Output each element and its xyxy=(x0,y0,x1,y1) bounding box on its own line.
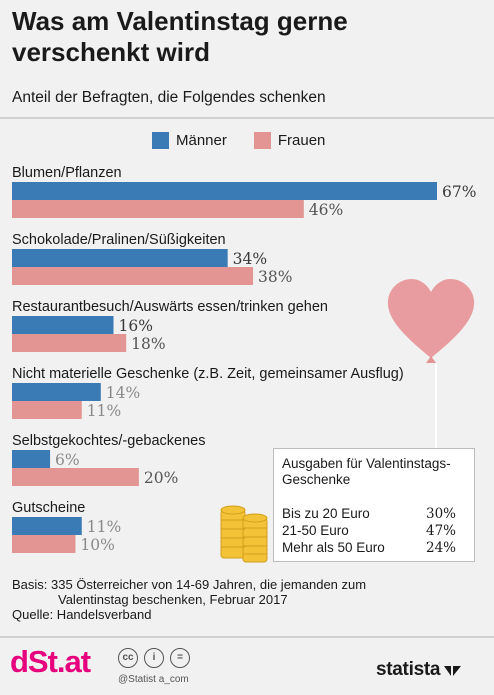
basis-note: Basis: 335 Österreicher von 14-69 Jahren… xyxy=(12,577,367,592)
bar-men xyxy=(12,316,114,334)
chart-subtitle: Anteil der Befragten, die Folgendes sche… xyxy=(12,89,326,106)
heart-balloon-icon xyxy=(387,278,475,448)
coins-icon xyxy=(220,505,268,563)
bar-women xyxy=(12,401,82,419)
inset-row-label: 21-50 Euro xyxy=(282,523,349,538)
value-label-women: 46% xyxy=(309,201,343,219)
statista-credit: @Statist a_com xyxy=(118,674,189,685)
spending-inset: Ausgaben für Valentinstags-Geschenke Bis… xyxy=(273,448,475,562)
bar-women xyxy=(12,267,254,285)
source-note: Quelle: Handelsverband xyxy=(12,607,152,622)
value-label-men: 14% xyxy=(106,384,140,402)
value-label-men: 34% xyxy=(233,250,267,268)
inset-row: Mehr als 50 Euro 24% xyxy=(282,540,467,556)
inset-row: 21-50 Euro 47% xyxy=(282,523,467,539)
legend-swatch-women xyxy=(253,132,271,149)
inset-row: Bis zu 20 Euro 30% xyxy=(282,506,467,522)
statista-mark-icon xyxy=(444,665,462,676)
value-label-men: 6% xyxy=(55,451,80,469)
bar-men xyxy=(12,383,101,401)
legend-swatch-men xyxy=(152,132,169,149)
inset-row-label: Mehr als 50 Euro xyxy=(282,540,385,555)
by-icon: i xyxy=(144,648,164,668)
inset-title: Ausgaben für Valentinstags-Geschenke xyxy=(282,456,451,487)
value-label-men: 16% xyxy=(118,317,152,335)
category-label: Selbstgekochtes/-gebackenes xyxy=(12,433,205,449)
value-label-women: 11% xyxy=(87,402,121,420)
bar-women xyxy=(12,535,76,553)
value-label-women: 20% xyxy=(144,469,178,487)
statista-logo: statista xyxy=(376,659,462,681)
dst-logo: dSt.at xyxy=(10,644,91,679)
nd-icon: = xyxy=(170,648,190,668)
divider xyxy=(0,117,494,119)
bar-women xyxy=(12,200,304,218)
value-label-men: 67% xyxy=(442,183,476,201)
category-label: Gutscheine xyxy=(12,500,85,516)
legend-label-men: Männer xyxy=(176,132,227,149)
basis-note-continued: Valentinstag beschenken, Februar 2017 xyxy=(58,592,288,607)
statista-wordmark: statista xyxy=(376,659,441,680)
bar-women xyxy=(12,334,127,352)
legend-label-women: Frauen xyxy=(277,132,326,149)
inset-row-value: 47% xyxy=(426,523,457,539)
cc-icon: cc xyxy=(118,648,138,668)
bar-men xyxy=(12,182,437,200)
chart-title: Was am Valentinstag gerne verschenkt wir… xyxy=(12,6,348,67)
bar-women xyxy=(12,468,139,486)
bar-men xyxy=(12,450,51,468)
legend-item-women: Frauen xyxy=(253,132,326,149)
footer-notes: Basis: 335 Österreicher von 14-69 Jahren… xyxy=(12,577,366,622)
bar-men xyxy=(12,249,228,267)
legend: Männer Frauen xyxy=(152,132,352,149)
inset-row-value: 30% xyxy=(426,506,457,522)
legend-item-men: Männer xyxy=(152,132,227,149)
category-label: Restaurantbesuch/Auswärts essen/trinken … xyxy=(12,299,328,315)
value-label-women: 18% xyxy=(131,335,165,353)
category-label: Blumen/Pflanzen xyxy=(12,165,122,181)
bar-men xyxy=(12,517,82,535)
bar-chart: Blumen/Pflanzen 67% 46% Schokolade/Pralinen… xyxy=(12,165,476,554)
inset-row-label: Bis zu 20 Euro xyxy=(282,506,370,521)
value-label-women: 38% xyxy=(258,268,292,286)
value-label-women: 10% xyxy=(80,536,114,554)
inset-row-value: 24% xyxy=(426,540,457,556)
footer-divider xyxy=(0,636,494,638)
category-label: Nicht materielle Geschenke (z.B. Zeit, g… xyxy=(12,366,404,382)
value-label-men: 11% xyxy=(87,518,121,536)
category-label: Schokolade/Pralinen/Süßigkeiten xyxy=(12,232,226,248)
